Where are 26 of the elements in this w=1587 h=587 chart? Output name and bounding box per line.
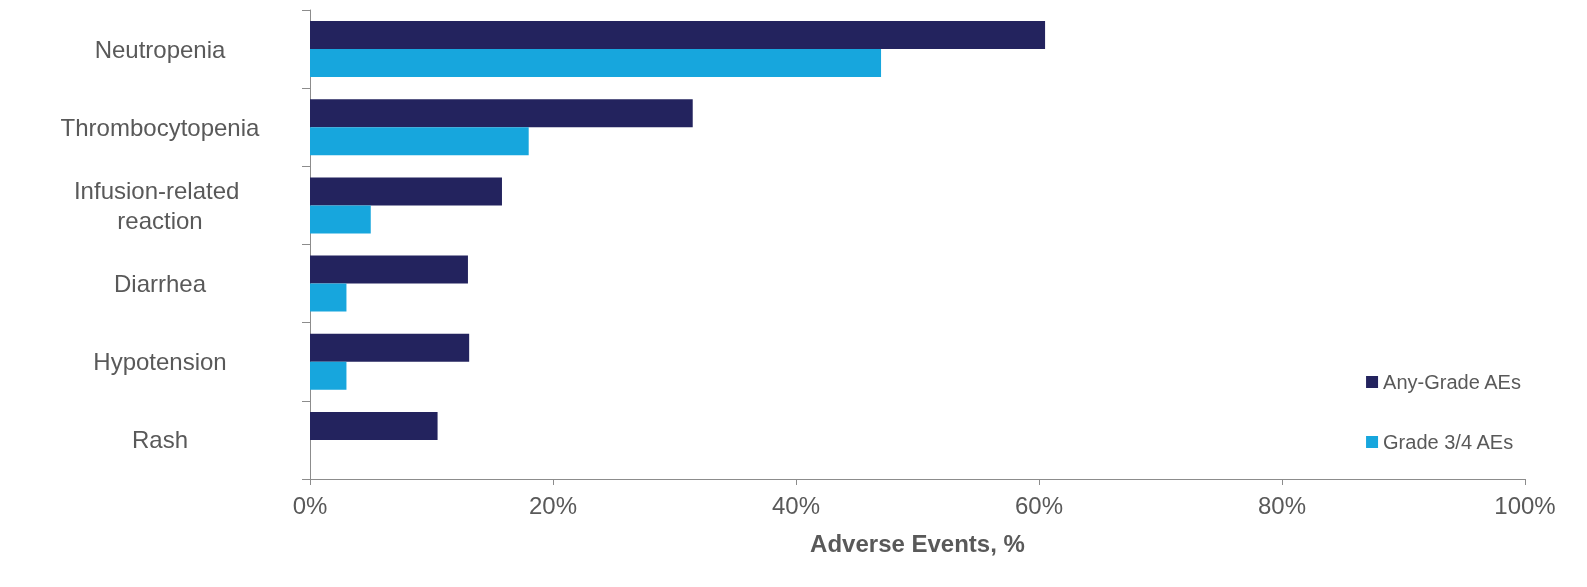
y-tick-label: Hypotension — [93, 348, 227, 376]
legend-label: Grade 3/4 AEs — [1383, 431, 1514, 453]
bar — [310, 283, 347, 312]
y-tick-label: Neutropenia — [94, 35, 227, 63]
bar — [310, 21, 1046, 50]
y-tick-label: Diarrhea — [113, 270, 207, 298]
x-tick-label: 60% — [1014, 491, 1064, 519]
bar — [310, 49, 882, 78]
x-axis-title: Adverse Events, % — [810, 529, 1025, 557]
x-tick-label: 0% — [292, 491, 328, 519]
y-tick-label: Rash — [131, 426, 189, 454]
bar — [310, 205, 371, 234]
y-tick-label: Infusion-related reaction — [73, 176, 247, 234]
bar — [310, 177, 502, 206]
bar — [310, 99, 693, 128]
bar — [310, 255, 468, 284]
x-tick-label: 20% — [528, 491, 578, 519]
x-tick-label: 100% — [1494, 491, 1556, 519]
legend-label: Any-Grade AEs — [1383, 371, 1521, 393]
y-tick-label: Thrombocytopenia — [60, 113, 261, 141]
bar — [310, 411, 438, 440]
x-tick-label: 40% — [771, 491, 821, 519]
bar — [310, 127, 529, 156]
bar — [310, 361, 347, 390]
bar — [310, 333, 470, 362]
x-tick-label: 80% — [1257, 491, 1307, 519]
